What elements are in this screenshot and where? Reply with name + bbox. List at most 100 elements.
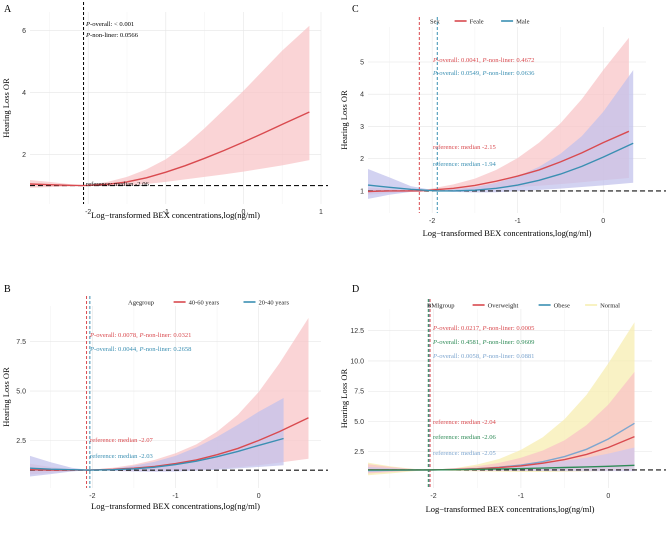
p-italic: P bbox=[432, 325, 437, 332]
annotation-text: reference: median -2.07 bbox=[90, 437, 153, 444]
chart-panel-d: -2 -1 0 2.5 5.0 7.5 10.0 12.5 Log−transformed BE… bbox=[339, 284, 666, 514]
y-axis-label: Hearing Loss OR bbox=[1, 78, 11, 138]
ci-band-normal bbox=[368, 322, 635, 476]
x-tick-label: -1 bbox=[515, 218, 521, 225]
x-tick-label: -2 bbox=[430, 493, 436, 500]
y-tick-label: 6 bbox=[22, 28, 26, 35]
chart-panel-b: -2 -1 0 2.5 5.0 7.5 Log−transformed BEX concen… bbox=[1, 284, 328, 511]
p-suffix: - bbox=[437, 325, 439, 332]
x-tick-label: 1 bbox=[319, 209, 323, 216]
legend-entry-label: 20-40 years bbox=[259, 300, 290, 307]
x-tick-label: 0 bbox=[257, 493, 261, 500]
p-suffix: - bbox=[437, 353, 439, 360]
y-tick-label: 4 bbox=[22, 90, 26, 97]
x-axis-label: Log−transformed BEX concentrations,log(n… bbox=[426, 504, 595, 514]
annotation-span: reference: median -2.06 bbox=[433, 434, 496, 441]
legend-title: BMIgroup bbox=[427, 303, 454, 310]
y-tick-label: 5.0 bbox=[354, 419, 364, 426]
p-italic: P bbox=[138, 332, 143, 339]
x-tick-label: -2 bbox=[89, 493, 95, 500]
p-italic: P bbox=[432, 57, 437, 64]
annotation-span: reference: median -2.05 bbox=[433, 450, 496, 457]
annotation-span: reference: median -2.04 bbox=[433, 419, 496, 426]
p-italic: P bbox=[138, 346, 143, 353]
p-suffix: - bbox=[143, 346, 145, 353]
y-tick-label: 1 bbox=[360, 188, 364, 195]
panel-letter: C bbox=[352, 4, 359, 15]
x-axis-label: Log−transformed BEX concentrations,log(n… bbox=[423, 228, 592, 238]
series-line-overall bbox=[29, 111, 310, 187]
p-suffix: - bbox=[437, 57, 439, 64]
annotation-text: P-overall: < 0.001 bbox=[85, 21, 134, 28]
p-italic: P bbox=[481, 325, 486, 332]
x-tick-label: -1 bbox=[163, 209, 169, 216]
p-suffix: - bbox=[143, 332, 145, 339]
legend: Agegroup 40-60 years 20-40 years bbox=[128, 300, 289, 307]
legend-entry-label: Male bbox=[516, 19, 529, 26]
legend-title: Sex bbox=[430, 19, 441, 26]
annotation-text: reference: median -2.03 bbox=[90, 453, 153, 460]
x-tick-label: 0 bbox=[606, 493, 610, 500]
series-line-obese bbox=[368, 464, 635, 471]
ci-band-male bbox=[368, 70, 634, 199]
y-tick-label: 7.5 bbox=[16, 339, 26, 346]
p-italic: P bbox=[89, 346, 94, 353]
p-italic: P bbox=[481, 70, 486, 77]
p-suffix: - bbox=[437, 70, 439, 77]
annotation-span: overall: 0.0041, bbox=[439, 57, 482, 64]
annotation-span: overall: < 0.001 bbox=[92, 21, 134, 28]
annotation-text: reference: median -2.15 bbox=[433, 144, 496, 151]
x-tick-label: 0 bbox=[241, 209, 245, 216]
annotation-span: non-liner: 0.0005 bbox=[489, 325, 535, 332]
x-tick-label: -2 bbox=[429, 218, 435, 225]
annotation-text: P-overall: 0.0078, P-non-liner: 0.0321 bbox=[89, 332, 191, 339]
x-axis-label: Log−transformed BEX concentrations,log(n… bbox=[91, 501, 260, 511]
p-italic: P bbox=[432, 353, 437, 360]
annotation-text: reference: median -2.06 bbox=[86, 181, 149, 188]
x-tick-label: 0 bbox=[601, 218, 605, 225]
legend: BMIgroup Overweight Obese Normal bbox=[427, 303, 620, 310]
p-suffix: - bbox=[486, 353, 488, 360]
ci-band-overall bbox=[30, 25, 310, 188]
y-tick-label: 12.5 bbox=[350, 328, 364, 335]
annotation-text: P-overall: 0.0217, P-non-liner: 0.0005 bbox=[432, 325, 535, 332]
annotation-text: P-overall: 0.0041, P-non-liner: 0.4672 bbox=[432, 57, 534, 64]
series-line-male bbox=[367, 142, 634, 192]
p-suffix: - bbox=[486, 57, 488, 64]
annotation-span: reference: median -1.94 bbox=[433, 161, 496, 168]
p-italic: P bbox=[89, 332, 94, 339]
annotation-span: overall: 0.0058, bbox=[439, 353, 482, 360]
p-italic: P bbox=[85, 32, 90, 39]
annotation-span: non-liner: 0.2658 bbox=[146, 346, 192, 353]
x-axis-label: Log−transformed BEX concentrations,log(n… bbox=[91, 210, 260, 220]
annotation-span: non-liner: 0.0881 bbox=[489, 353, 535, 360]
y-tick-label: 3 bbox=[360, 124, 364, 131]
p-suffix: - bbox=[437, 339, 439, 346]
annotation-text: P-overall: 0.0549, P-non-liner: 0.0636 bbox=[432, 70, 535, 77]
annotation-text: P-non-liner: 0.0566 bbox=[85, 32, 139, 39]
y-tick-label: 7.5 bbox=[354, 389, 364, 396]
p-suffix: - bbox=[486, 325, 488, 332]
y-tick-label: 2.5 bbox=[354, 449, 364, 456]
y-axis-label: Hearing Loss OR bbox=[339, 368, 349, 428]
y-axis-label: Hearing Loss OR bbox=[339, 90, 349, 150]
p-suffix: - bbox=[486, 70, 488, 77]
y-tick-label: 5.0 bbox=[16, 389, 26, 396]
ci-band-overweight bbox=[368, 371, 635, 474]
legend-entry-label: Overweight bbox=[488, 303, 519, 310]
panel-letter: D bbox=[352, 284, 359, 295]
y-tick-label: 2 bbox=[22, 152, 26, 159]
x-tick-label: -2 bbox=[85, 209, 91, 216]
annotation-text: P-overall: 0.0044, P-non-liner: 0.2658 bbox=[89, 346, 192, 353]
ci-band-obese bbox=[368, 447, 635, 473]
annotation-span: non-liner: 0.9609 bbox=[489, 339, 535, 346]
annotation-span: overall: 0.0078, bbox=[96, 332, 139, 339]
chart-panel-c: -2 -1 0 1 2 3 4 5 Log−transformed BEX concentrat… bbox=[339, 4, 666, 238]
chart-panel-a: -2 -1 0 1 2 4 6 Log−transformed BEX concentrati… bbox=[1, 2, 328, 220]
ci-band-20-40-years bbox=[30, 398, 284, 477]
p-italic: P bbox=[481, 339, 486, 346]
x-tick-label: -1 bbox=[172, 493, 178, 500]
annotation-span: overall: 0.4581, bbox=[439, 339, 482, 346]
annotation-text: reference: median -2.06 bbox=[433, 434, 496, 441]
